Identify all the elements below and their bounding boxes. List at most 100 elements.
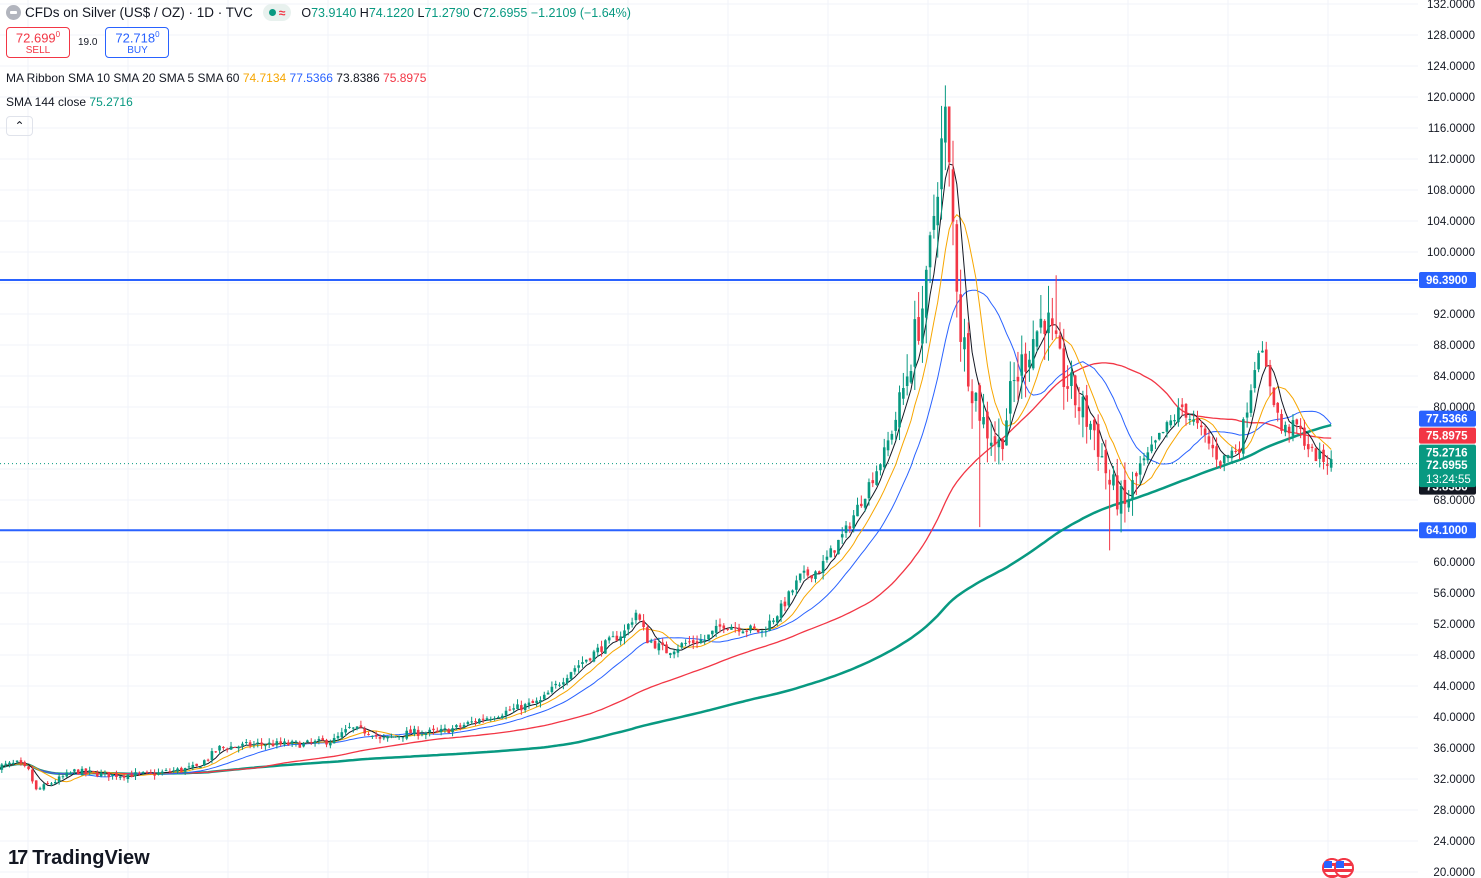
candle-body bbox=[619, 636, 622, 642]
candle-body bbox=[520, 705, 523, 711]
sell-button[interactable]: 72.6990 SELL bbox=[6, 27, 70, 58]
candle-body bbox=[115, 772, 118, 778]
candle-body bbox=[363, 728, 367, 734]
candle-body bbox=[936, 196, 940, 226]
candle-body bbox=[634, 612, 638, 621]
candle-body bbox=[73, 769, 76, 772]
us-flag-icon[interactable] bbox=[1334, 858, 1354, 878]
candle-body bbox=[1123, 479, 1127, 504]
candle-body bbox=[267, 742, 271, 745]
candle-body bbox=[187, 766, 191, 768]
candle-body bbox=[1303, 427, 1306, 446]
candle-body bbox=[1291, 420, 1295, 436]
candle-body bbox=[1142, 458, 1146, 461]
candle-body bbox=[1276, 402, 1279, 413]
candle-body bbox=[1161, 431, 1165, 433]
candle-body bbox=[1119, 485, 1123, 514]
candle-body bbox=[420, 734, 424, 736]
candle-body bbox=[1222, 455, 1226, 464]
candle-body bbox=[917, 317, 920, 341]
candle-body bbox=[46, 783, 49, 785]
sma144-name: SMA 144 bbox=[6, 95, 55, 109]
candle-body bbox=[779, 603, 783, 618]
candle-body bbox=[1150, 444, 1153, 452]
y-tick-label: 52.0000 bbox=[1433, 619, 1475, 631]
candle-body bbox=[989, 442, 993, 446]
candle-body bbox=[863, 498, 867, 508]
candle-body bbox=[978, 385, 982, 421]
candle-body bbox=[1043, 320, 1046, 334]
candle-body bbox=[1135, 473, 1138, 477]
candle-body bbox=[775, 616, 779, 623]
candle-body bbox=[31, 769, 34, 782]
delayed-data-icon: ≈ bbox=[278, 5, 286, 20]
tradingview-logo[interactable]: 17 TradingView bbox=[8, 847, 150, 870]
candle-body bbox=[806, 569, 810, 576]
y-tick-label: 120.0000 bbox=[1427, 92, 1475, 104]
candle-body bbox=[80, 768, 84, 776]
candle-body bbox=[287, 742, 290, 745]
candle-body bbox=[428, 729, 431, 733]
candle-body bbox=[245, 742, 248, 744]
candle-body bbox=[879, 464, 882, 471]
candle-body bbox=[974, 392, 978, 401]
candle-body bbox=[413, 728, 416, 735]
candle-body bbox=[294, 741, 298, 743]
sma20-line bbox=[0, 289, 1332, 778]
candle-body bbox=[237, 746, 240, 749]
candle-body bbox=[932, 215, 936, 230]
candle-body bbox=[168, 771, 172, 773]
symbol-title[interactable]: CFDs on Silver (US$ / OZ) · 1D · TVC bbox=[25, 5, 253, 20]
candle-body bbox=[569, 672, 573, 679]
candle-body bbox=[649, 641, 653, 643]
candle-body bbox=[500, 715, 504, 719]
candle-body bbox=[741, 631, 745, 634]
candle-body bbox=[466, 722, 470, 725]
candle-body bbox=[753, 626, 756, 629]
y-tick-label: 132.0000 bbox=[1427, 0, 1475, 11]
candle-body bbox=[1093, 419, 1096, 431]
candle-body bbox=[684, 642, 687, 644]
market-status-badge[interactable]: ≈ bbox=[262, 4, 292, 21]
candle-body bbox=[462, 724, 466, 728]
candle-body bbox=[680, 643, 684, 648]
candle-body bbox=[332, 737, 336, 744]
candle-body bbox=[393, 736, 397, 738]
candle-body bbox=[1096, 423, 1100, 457]
candle-body bbox=[1100, 456, 1104, 458]
candle-body bbox=[27, 766, 30, 770]
candle-body bbox=[359, 725, 363, 728]
candle-body bbox=[825, 556, 829, 560]
candle-body bbox=[4, 763, 7, 765]
candle-body bbox=[707, 634, 710, 640]
candle-body bbox=[539, 700, 542, 703]
buy-button[interactable]: 72.7180 BUY bbox=[105, 27, 170, 58]
level-price-label-bg bbox=[1419, 522, 1476, 539]
candle-body bbox=[378, 736, 382, 739]
candle-body bbox=[206, 759, 210, 761]
y-tick-label: 44.0000 bbox=[1433, 681, 1475, 693]
candle-body bbox=[890, 433, 894, 440]
collapse-legend-button[interactable]: ⌃ bbox=[6, 116, 33, 136]
candle-body bbox=[527, 702, 531, 706]
candle-body bbox=[638, 614, 642, 620]
ma-ribbon-legend[interactable]: MA Ribbon SMA 10 SMA 20 SMA 5 SMA 60 74.… bbox=[6, 71, 426, 85]
candle-body bbox=[730, 626, 733, 630]
candle-body bbox=[1012, 380, 1016, 382]
y-tick-label: 112.0000 bbox=[1428, 154, 1475, 166]
candle-body bbox=[283, 741, 286, 745]
candle-body bbox=[451, 728, 454, 733]
sma60-line bbox=[0, 362, 1332, 775]
indicator-price-label-bg bbox=[1419, 410, 1476, 427]
candle-body bbox=[886, 440, 890, 451]
candle-body bbox=[623, 630, 626, 638]
candle-body bbox=[749, 625, 752, 631]
candle-body bbox=[1177, 407, 1180, 423]
candle-body bbox=[382, 737, 386, 739]
countdown-label: 13:24:55 bbox=[1426, 474, 1471, 486]
sma144-legend[interactable]: SMA 144 close 75.2716 bbox=[6, 95, 133, 109]
candle-body bbox=[252, 744, 256, 746]
candle-body bbox=[111, 774, 114, 777]
candle-body bbox=[134, 772, 137, 777]
